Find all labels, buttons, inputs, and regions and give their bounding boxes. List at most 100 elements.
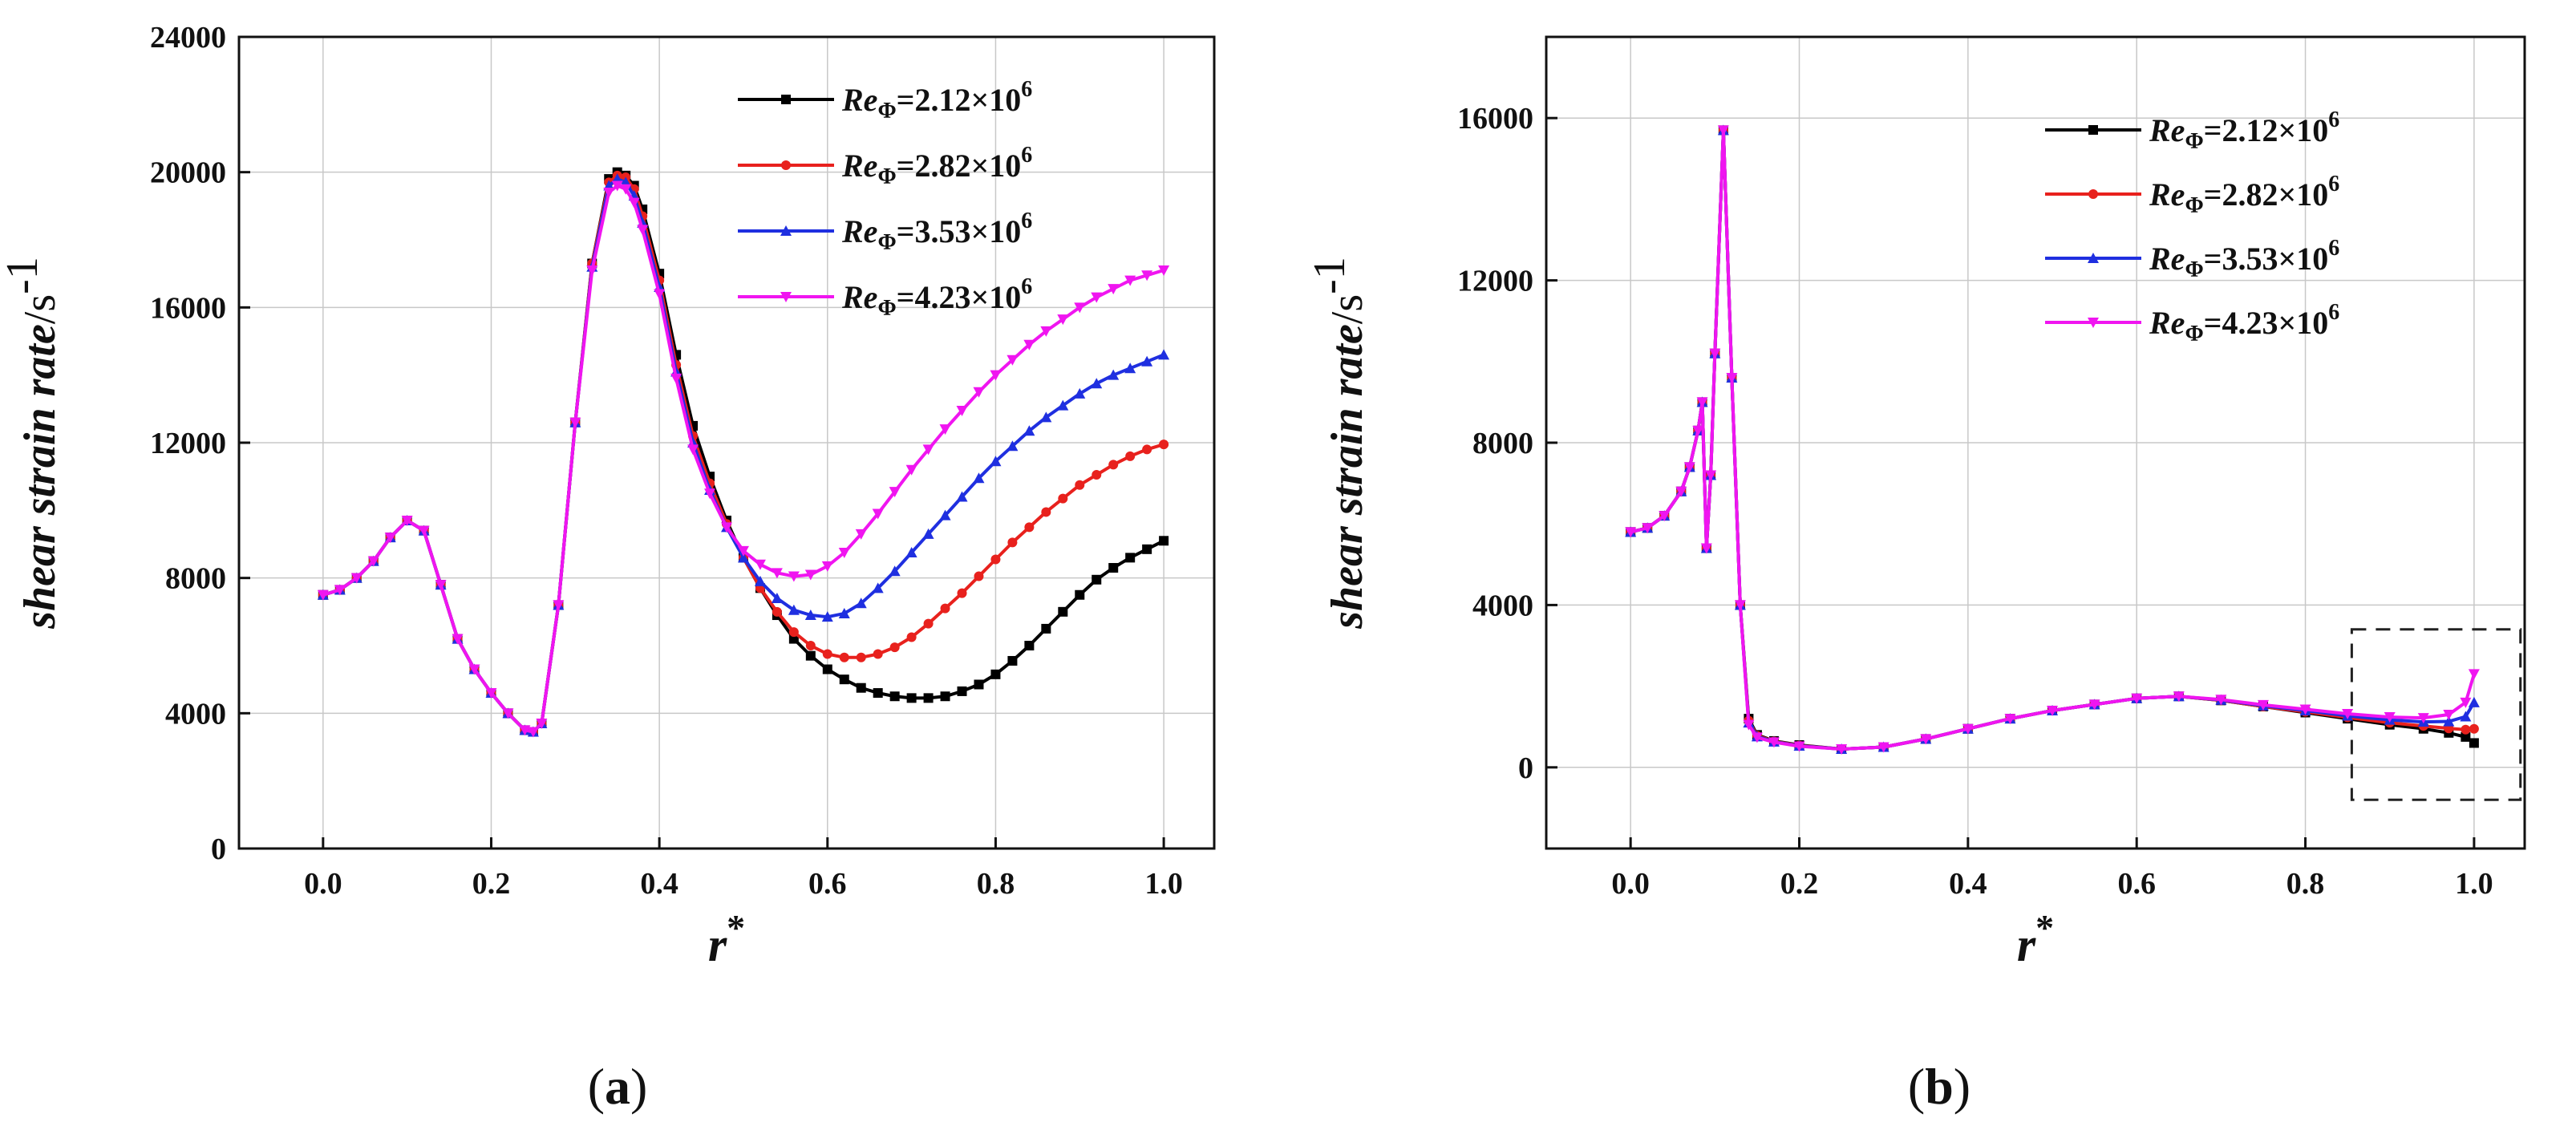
data-point: [654, 289, 666, 300]
data-point: [1075, 480, 1085, 490]
data-point: [839, 652, 849, 662]
data-point: [821, 611, 833, 622]
caption-letter: a: [605, 1058, 630, 1115]
data-point: [1040, 411, 1052, 423]
data-point: [1007, 440, 1019, 452]
x-tick-label: 0.4: [640, 867, 678, 901]
legend-item-2-label: ReΦ=2.82×106: [2149, 172, 2339, 218]
legend-re: Re: [841, 279, 877, 315]
data-point: [1962, 723, 1974, 735]
x-axis-label-superscript: *: [2035, 907, 2054, 948]
data-point: [889, 565, 901, 577]
data-point: [1108, 563, 1119, 573]
data-point: [788, 627, 799, 638]
data-point: [1057, 399, 1069, 411]
data-point: [1007, 537, 1018, 548]
data-point: [788, 571, 800, 582]
data-point: [973, 387, 985, 398]
data-point: [1091, 378, 1103, 389]
data-point: [468, 664, 480, 675]
panel-caption-a: (a): [588, 1058, 648, 1115]
data-point: [1057, 314, 1069, 326]
legend-item-4: ReΦ=4.23×106: [738, 274, 1032, 321]
data-point: [772, 606, 782, 617]
data-point: [838, 548, 850, 559]
data-point: [2443, 715, 2455, 727]
y-tick-label: 8000: [165, 562, 226, 596]
legend-subscript: Φ: [877, 230, 896, 255]
chart-panel-b: 0.0 0.2 0.4 0.6 0.8 1.0 0 4000 8000 12000 16000 she…: [1305, 35, 2526, 1115]
legend-value: =2.12×10: [2204, 112, 2329, 148]
data-point: [957, 686, 967, 696]
data-point: [1041, 507, 1051, 517]
legend-item-4-label: ReΦ=4.23×106: [841, 274, 1032, 321]
y-axis-label-exponent: -1: [1305, 257, 1355, 294]
data-point: [1159, 439, 1169, 450]
data-point: [1709, 348, 1721, 359]
legend-value: =2.12×10: [897, 82, 1022, 118]
data-point: [2384, 712, 2396, 723]
data-point: [1159, 536, 1169, 546]
y-tick-label: 0: [211, 832, 226, 866]
data-point: [1158, 265, 1170, 276]
data-point: [1023, 425, 1035, 436]
y-tick-label: 20000: [150, 156, 226, 190]
legend-item-4: ReΦ=4.23×106: [2045, 300, 2339, 346]
x-tick-label: 0.4: [1949, 867, 1987, 901]
data-point: [939, 424, 951, 435]
data-point: [905, 464, 917, 476]
data-point: [838, 607, 850, 618]
data-point: [1024, 522, 1035, 533]
data-point: [1125, 553, 1136, 563]
x-tick-label: 0.2: [1780, 867, 1819, 901]
data-point: [1007, 655, 1018, 666]
series-line: [322, 173, 1164, 734]
data-point: [2469, 723, 2479, 734]
legend-marker: [780, 225, 792, 236]
data-point: [1108, 284, 1120, 295]
data-point: [923, 618, 934, 629]
y-tick-label: 16000: [150, 291, 226, 325]
data-point: [367, 556, 379, 567]
data-point: [1659, 511, 1671, 522]
y-tick-label: 24000: [150, 21, 226, 55]
x-axis-label-superscript: *: [727, 907, 745, 948]
y-tick-label: 12000: [1457, 265, 1533, 298]
legend-marker: [2088, 189, 2098, 199]
legend-re: Re: [2149, 176, 2185, 213]
data-point: [1625, 527, 1637, 538]
data-point: [956, 405, 968, 416]
data-point: [922, 528, 934, 539]
y-axis-label: shear strain rate/s-1: [1305, 257, 1372, 630]
data-point: [974, 571, 984, 581]
data-point: [1007, 354, 1019, 366]
series-line: [1630, 128, 2476, 751]
data-point: [1108, 369, 1120, 380]
data-point: [1920, 734, 1932, 745]
series-2: [1626, 125, 2479, 755]
y-tick-label: 16000: [1457, 102, 1533, 136]
x-tick-label: 0.6: [2117, 867, 2156, 901]
legend-value: =3.53×10: [2204, 241, 2329, 277]
data-point: [771, 568, 783, 579]
data-point: [1040, 326, 1052, 337]
data-point: [1125, 451, 1136, 461]
data-point: [906, 632, 917, 642]
data-point: [939, 509, 951, 520]
legend-item-4-label: ReΦ=4.23×106: [2149, 300, 2339, 346]
series-3: [1625, 124, 2480, 755]
data-point: [2004, 714, 2016, 725]
data-point: [855, 529, 867, 540]
data-point: [2460, 711, 2472, 722]
x-tick-label: 0.8: [2286, 867, 2325, 901]
x-tick-label: 0.8: [977, 867, 1015, 901]
legend-item-2: ReΦ=2.82×106: [738, 143, 1032, 189]
data-point: [889, 642, 900, 653]
y-axis-label-text: shear strain rate: [15, 324, 65, 630]
data-point: [721, 522, 732, 533]
data-point: [1726, 373, 1738, 384]
data-point: [519, 725, 531, 736]
data-point: [889, 691, 900, 702]
panel-caption-b: (b): [1908, 1058, 1970, 1115]
